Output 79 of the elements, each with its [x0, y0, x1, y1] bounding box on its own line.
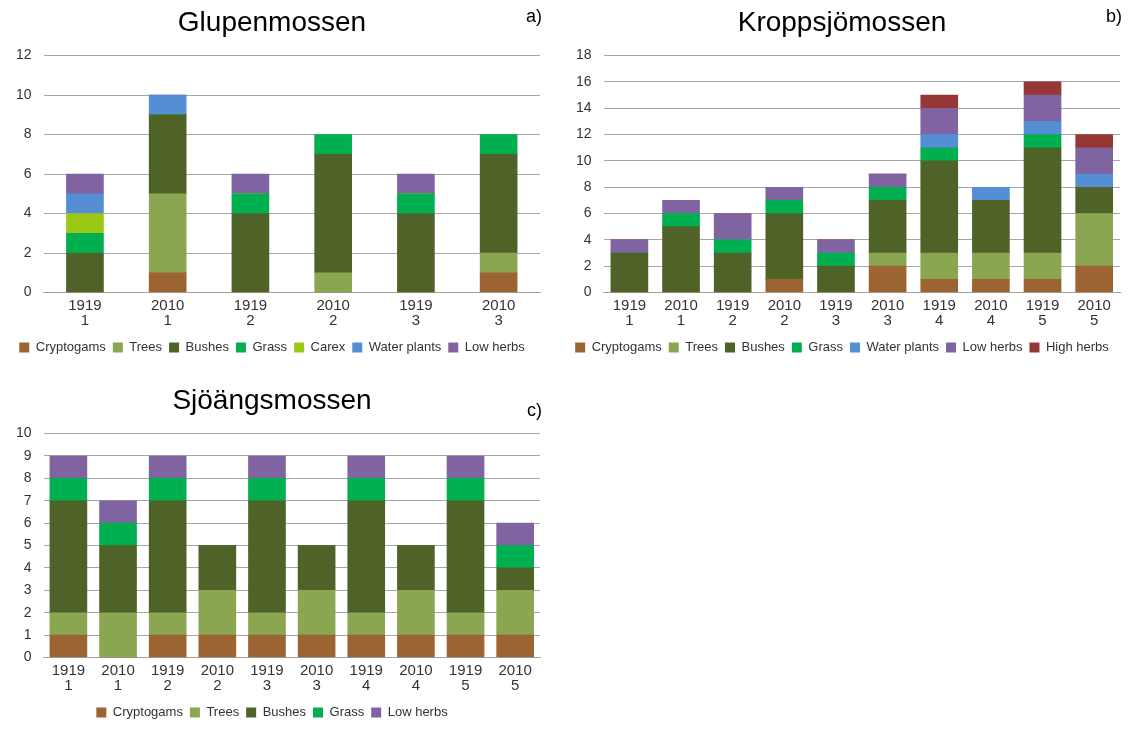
y-tick-label: 3: [23, 581, 32, 598]
legend-label: Bushes: [262, 704, 307, 720]
x-tick-label: 1919 1: [68, 295, 102, 329]
y-tick-label: 8: [23, 469, 32, 486]
y-tick-label: 14: [575, 99, 592, 116]
y-tick-label: 2: [23, 243, 32, 260]
x-tick-label: 2010 1: [150, 295, 185, 329]
y-tick-label: 9: [23, 446, 32, 463]
chart-title: Sjöängsmossen: [172, 383, 372, 415]
y-tick-label: 0: [23, 648, 32, 665]
x-tick-label: 1919 1: [612, 295, 647, 329]
legend-label: Water plants: [368, 339, 442, 355]
y-tick-label: 10: [15, 85, 32, 102]
y-tick-label: 1: [23, 625, 32, 642]
y-tick-label: 10: [15, 424, 32, 441]
text: a): [525, 5, 542, 26]
legend-label: Grass: [252, 339, 288, 355]
legend-label: Water plants: [866, 339, 940, 355]
y-tick-label: 4: [23, 558, 32, 575]
legend-label: Trees: [129, 339, 163, 355]
y-tick-label: 2: [583, 257, 592, 274]
y-tick-label: 5: [23, 536, 32, 553]
x-tick-label: 1919 3: [250, 660, 284, 694]
x-tick-label: 2010 5: [1077, 295, 1111, 329]
legend-label: Low herbs: [464, 339, 526, 355]
x-tick-label: 1919 2: [150, 660, 185, 694]
x-tick-label: 2010 2: [200, 660, 235, 694]
x-tick-label: 2010 4: [399, 660, 433, 694]
legend-label: Bushes: [185, 339, 230, 355]
x-tick-label: 1919 5: [448, 660, 483, 694]
x-tick-label: 2010 4: [974, 295, 1008, 329]
x-tick-label: 2010 1: [101, 660, 135, 694]
y-tick-label: 7: [23, 491, 32, 508]
legend-label: Low herbs: [962, 339, 1023, 355]
x-tick-label: 1919 2: [715, 295, 750, 329]
y-tick-label: 0: [583, 283, 592, 300]
x-tick-label: 2010 5: [498, 660, 532, 694]
y-tick-label: 16: [575, 72, 592, 89]
legend-label: Grass: [808, 339, 844, 355]
x-tick-label: 1919 3: [399, 295, 433, 329]
y-tick-label: 12: [575, 125, 592, 142]
x-tick-label: 1919 3: [819, 295, 853, 329]
legend-label: Trees: [685, 339, 719, 355]
x-tick-label: 2010 2: [767, 295, 802, 329]
legend-label: Trees: [206, 704, 240, 720]
legend-label: Cryptogams: [591, 339, 663, 355]
legend-label: High herbs: [1045, 339, 1110, 355]
x-tick-label: 2010 1: [664, 295, 698, 329]
legend-label: Carex: [310, 339, 346, 355]
x-tick-label: 1919 5: [1025, 295, 1060, 329]
y-tick-label: 18: [575, 46, 592, 63]
x-tick-label: 1919 4: [349, 660, 383, 694]
x-tick-label: 1919 4: [922, 295, 956, 329]
y-tick-label: 8: [23, 125, 32, 142]
y-tick-label: 2: [23, 603, 32, 620]
x-tick-label: 1919 2: [233, 295, 268, 329]
chart-title: Glupenmossen: [177, 5, 367, 37]
y-tick-label: 4: [583, 230, 592, 247]
y-tick-label: 8: [583, 178, 592, 195]
y-tick-label: 12: [15, 46, 32, 63]
y-tick-label: 6: [583, 204, 592, 221]
y-tick-label: 4: [23, 204, 32, 221]
x-tick-label: 2010 2: [316, 295, 350, 329]
x-tick-label: 2010 3: [299, 660, 334, 694]
x-tick-label: 1919 1: [51, 660, 86, 694]
text: c): [527, 399, 542, 420]
x-tick-label: 2010 3: [481, 295, 516, 329]
y-tick-label: 0: [23, 283, 32, 300]
text: b): [1105, 5, 1122, 26]
y-tick-label: 6: [23, 164, 32, 181]
y-tick-label: 6: [23, 514, 32, 531]
x-tick-label: 2010 3: [870, 295, 905, 329]
legend-label: Low herbs: [387, 704, 449, 720]
legend-label: Bushes: [741, 339, 786, 355]
legend-label: Cryptogams: [112, 704, 184, 720]
y-tick-label: 10: [575, 151, 592, 168]
chart-title: Kroppsjömossen: [737, 5, 947, 37]
legend-label: Grass: [329, 704, 365, 720]
legend-label: Cryptogams: [35, 339, 107, 355]
